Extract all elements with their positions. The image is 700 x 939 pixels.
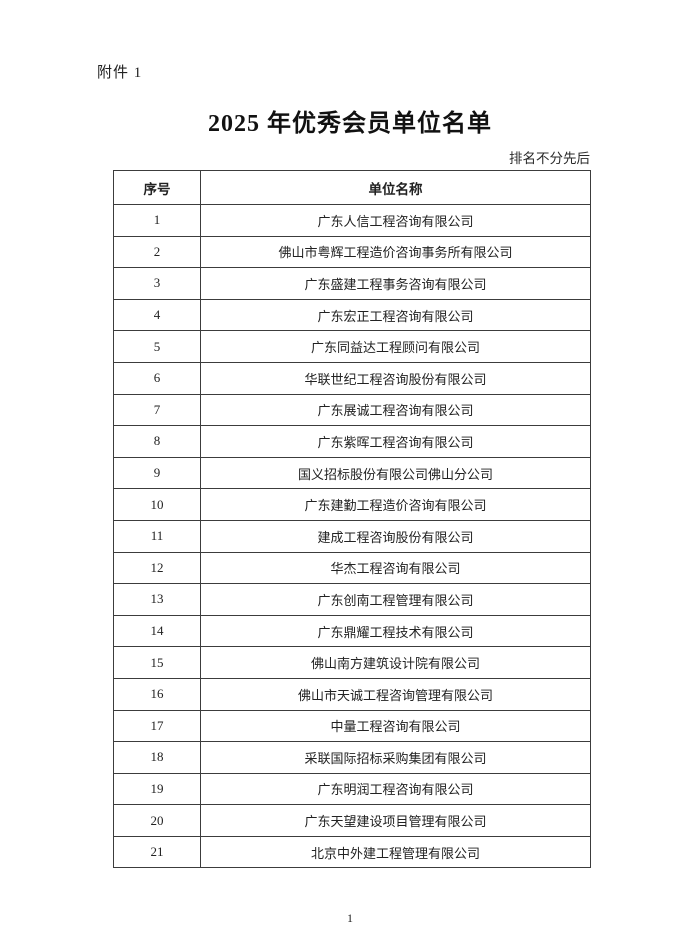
table-row: 7 广东展诚工程咨询有限公司 [113, 393, 591, 427]
row-number-cell: 2 [113, 235, 201, 269]
row-number-cell: 14 [113, 614, 201, 648]
row-number-cell: 12 [113, 551, 201, 585]
row-number-cell: 20 [113, 804, 201, 837]
table-row: 5 广东同益达工程顾问有限公司 [113, 330, 591, 363]
member-table: 序号 单位名称 1 广东人信工程咨询有限公司 2 佛山市粤辉工程造价咨询事务所有… [113, 170, 591, 869]
row-name-cell: 广东同益达工程顾问有限公司 [200, 330, 591, 363]
row-name-cell: 国义招标股份有限公司佛山分公司 [200, 456, 591, 490]
row-name-cell: 华联世纪工程咨询股份有限公司 [200, 361, 591, 395]
row-name-cell: 广东宏正工程咨询有限公司 [200, 298, 591, 332]
row-name-cell: 广东盛建工程事务咨询有限公司 [200, 267, 591, 300]
row-number-cell: 3 [113, 267, 201, 300]
member-table-header: 序号 单位名称 [113, 170, 591, 205]
row-name-cell: 佛山市天诚工程咨询管理有限公司 [200, 677, 591, 711]
table-row: 11 建成工程咨询股份有限公司 [113, 519, 591, 553]
row-name-cell: 采联国际招标采购集团有限公司 [200, 741, 591, 774]
row-number-cell: 13 [113, 583, 201, 616]
table-row: 3 广东盛建工程事务咨询有限公司 [113, 267, 591, 300]
table-row: 17 中量工程咨询有限公司 [113, 709, 591, 743]
table-row: 16 佛山市天诚工程咨询管理有限公司 [113, 677, 591, 711]
member-table-body: 1 广东人信工程咨询有限公司 2 佛山市粤辉工程造价咨询事务所有限公司 3 广东… [113, 204, 591, 869]
row-name-cell: 广东天望建设项目管理有限公司 [200, 804, 591, 837]
table-row: 6 华联世纪工程咨询股份有限公司 [113, 361, 591, 395]
ranking-note: 排名不分先后 [509, 151, 590, 166]
row-name-cell: 建成工程咨询股份有限公司 [200, 519, 591, 553]
page-title: 2025 年优秀会员单位名单 [208, 111, 492, 137]
row-number-cell: 8 [113, 425, 201, 458]
row-number-cell: 15 [113, 646, 201, 679]
table-row: 8 广东紫晖工程咨询有限公司 [113, 425, 591, 458]
row-number-cell: 5 [113, 330, 201, 363]
header-cell-number: 序号 [113, 170, 201, 205]
table-row: 10 广东建勤工程造价咨询有限公司 [113, 488, 591, 521]
row-name-cell: 佛山市粤辉工程造价咨询事务所有限公司 [200, 235, 591, 269]
row-name-cell: 广东人信工程咨询有限公司 [200, 204, 591, 237]
row-name-cell: 广东展诚工程咨询有限公司 [200, 393, 591, 427]
attachment-label: 附件 1 [97, 65, 143, 81]
row-number-cell: 9 [113, 456, 201, 490]
table-row: 18 采联国际招标采购集团有限公司 [113, 741, 591, 774]
row-name-cell: 华杰工程咨询有限公司 [200, 551, 591, 585]
row-number-cell: 4 [113, 298, 201, 332]
row-number-cell: 18 [113, 741, 201, 774]
table-row: 9 国义招标股份有限公司佛山分公司 [113, 456, 591, 490]
page-number: 1 [347, 911, 353, 925]
row-number-cell: 7 [113, 393, 201, 427]
row-number-cell: 19 [113, 772, 201, 806]
table-row: 1 广东人信工程咨询有限公司 [113, 204, 591, 237]
row-name-cell: 佛山南方建筑设计院有限公司 [200, 646, 591, 679]
row-name-cell: 广东明润工程咨询有限公司 [200, 772, 591, 806]
table-row: 2 佛山市粤辉工程造价咨询事务所有限公司 [113, 235, 591, 269]
table-row: 20 广东天望建设项目管理有限公司 [113, 804, 591, 837]
row-number-cell: 1 [113, 204, 201, 237]
row-number-cell: 11 [113, 519, 201, 553]
row-name-cell: 中量工程咨询有限公司 [200, 709, 591, 743]
row-name-cell: 广东建勤工程造价咨询有限公司 [200, 488, 591, 521]
row-number-cell: 21 [113, 835, 201, 869]
table-row: 19 广东明润工程咨询有限公司 [113, 772, 591, 806]
table-row: 21 北京中外建工程管理有限公司 [113, 835, 591, 869]
row-name-cell: 广东鼎耀工程技术有限公司 [200, 614, 591, 648]
row-name-cell: 广东紫晖工程咨询有限公司 [200, 425, 591, 458]
table-row: 15 佛山南方建筑设计院有限公司 [113, 646, 591, 679]
row-number-cell: 10 [113, 488, 201, 521]
row-number-cell: 16 [113, 677, 201, 711]
table-row: 13 广东创南工程管理有限公司 [113, 583, 591, 616]
table-row: 12 华杰工程咨询有限公司 [113, 551, 591, 585]
table-row: 4 广东宏正工程咨询有限公司 [113, 298, 591, 332]
header-cell-name: 单位名称 [200, 170, 591, 205]
header-row: 序号 单位名称 [113, 170, 591, 205]
row-number-cell: 17 [113, 709, 201, 743]
row-name-cell: 北京中外建工程管理有限公司 [200, 835, 591, 869]
table-row: 14 广东鼎耀工程技术有限公司 [113, 614, 591, 648]
row-number-cell: 6 [113, 361, 201, 395]
row-name-cell: 广东创南工程管理有限公司 [200, 583, 591, 616]
